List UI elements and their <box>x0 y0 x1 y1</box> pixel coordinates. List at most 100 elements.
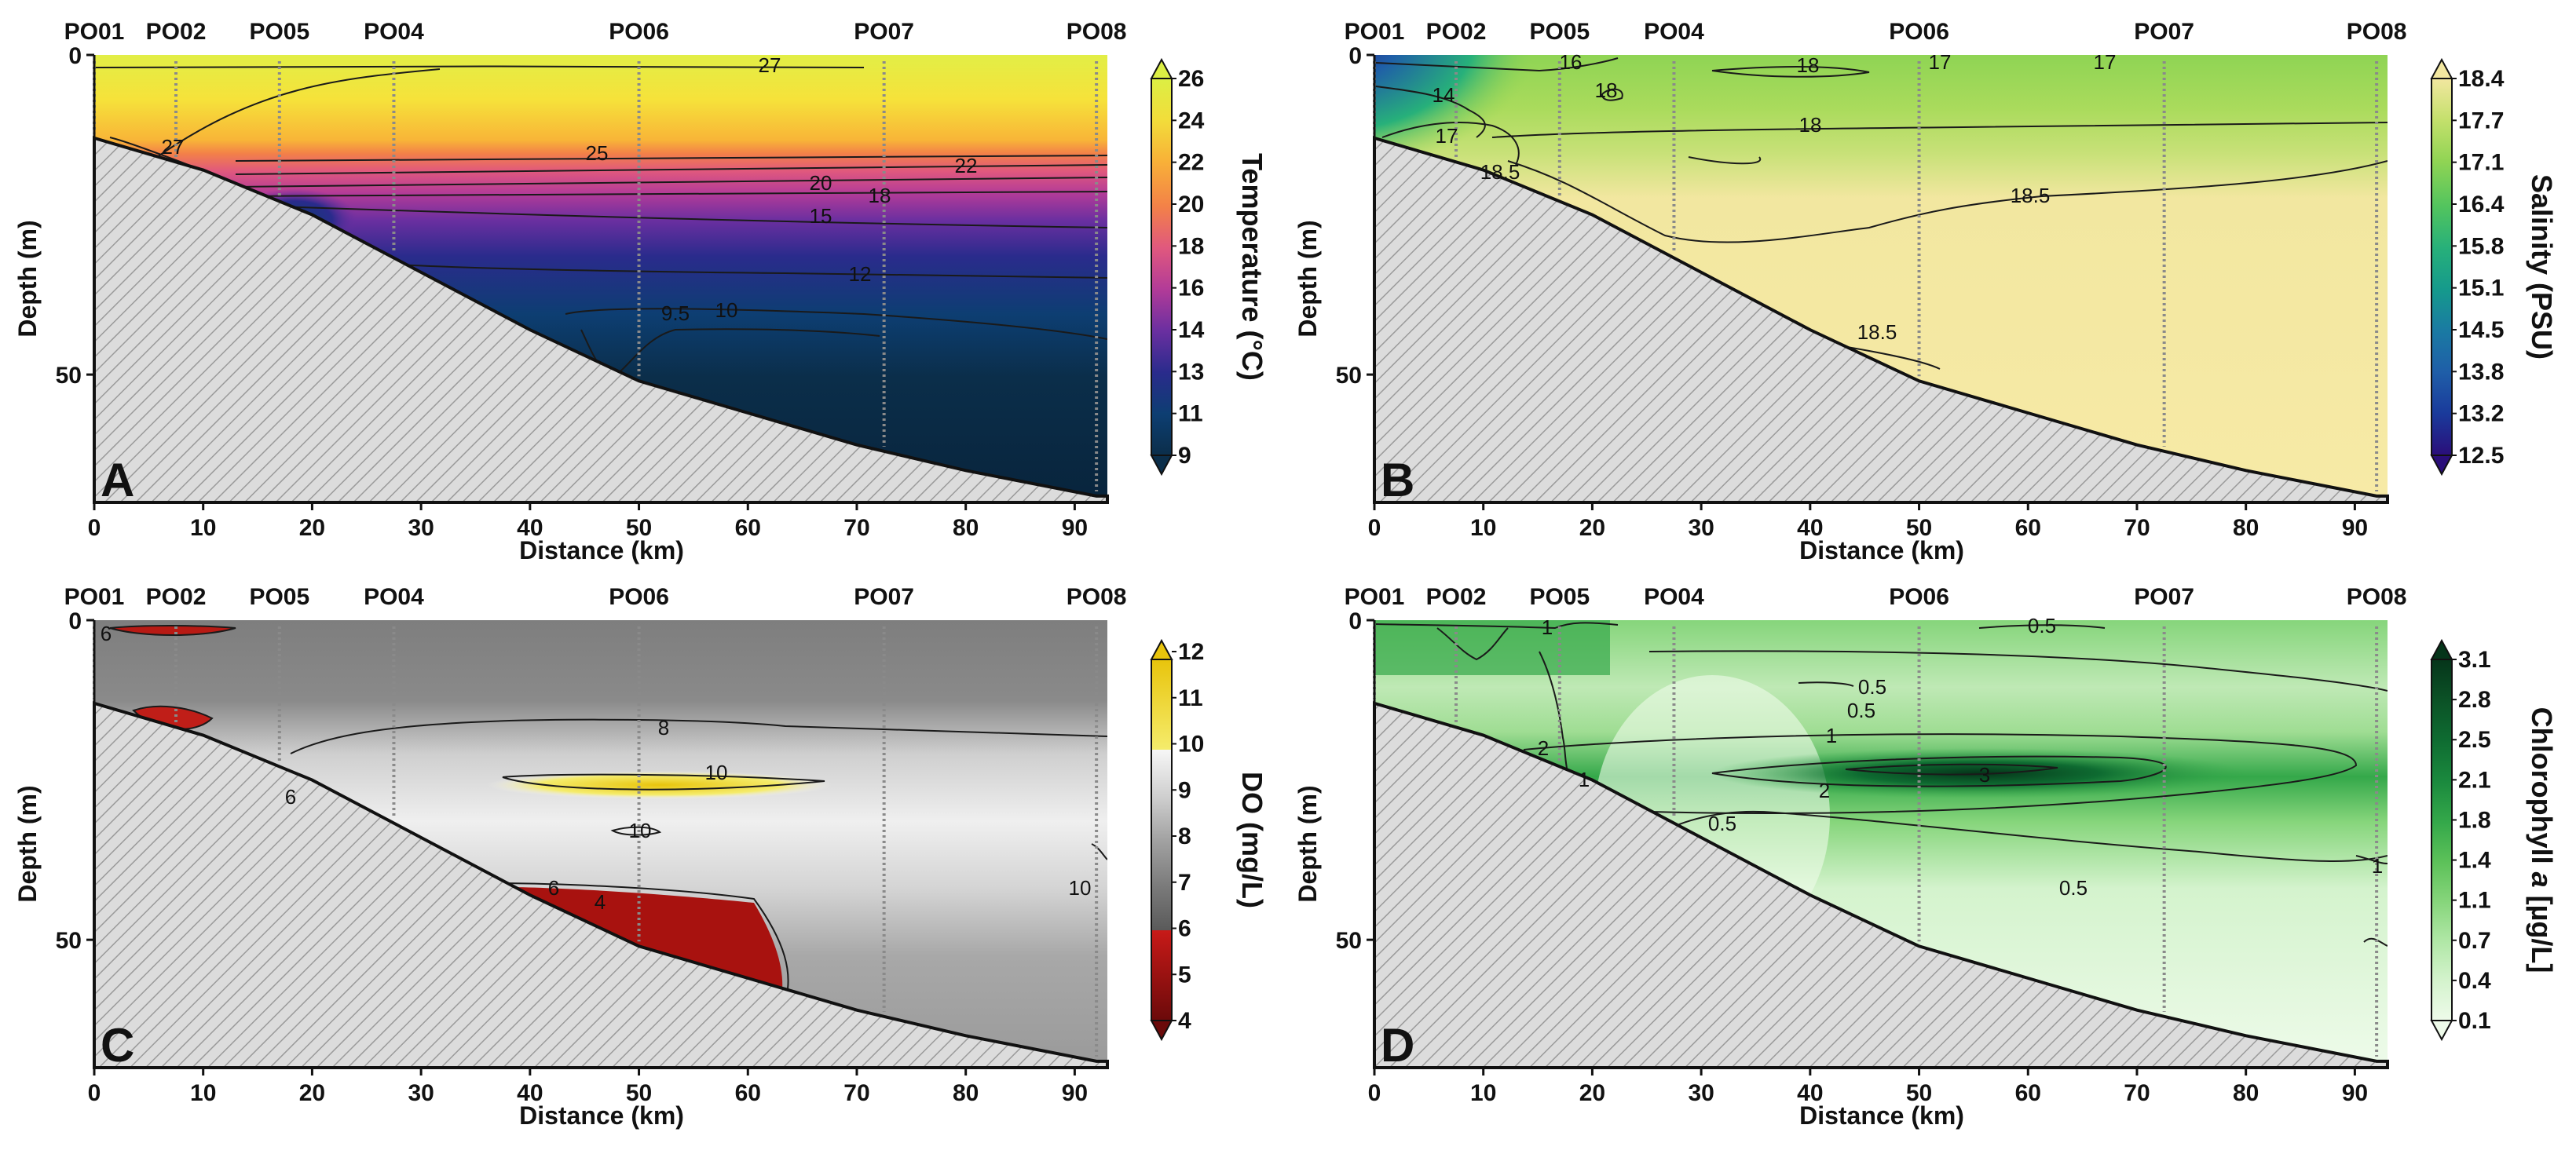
panel-letter: B <box>1381 454 1414 506</box>
contour-label: 0.5 <box>2059 876 2088 900</box>
contour-label: 0.5 <box>1858 675 1886 699</box>
x-tick-label: 70 <box>2124 1080 2150 1106</box>
chlorophyll-contour-labels: 0.5 0.5 0.5 1 2 3 2 1 0.5 0.5 1 1 <box>1538 614 2383 900</box>
colorbar-tick-label: 1.8 <box>2458 807 2491 833</box>
contour-label: 18 <box>1797 53 1820 77</box>
colorbar-tick-label: 13.8 <box>2458 359 2504 385</box>
x-axis-label: Distance (km) <box>519 1101 684 1130</box>
station-label-po04: PO04 <box>1644 19 1704 45</box>
colorbar-tick-label: 13.2 <box>2458 401 2504 427</box>
station-label-po05: PO05 <box>1529 19 1590 45</box>
y-axis-label: Depth (m) <box>1293 785 1322 902</box>
x-tick-label: 0 <box>88 1080 101 1106</box>
temperature-contour-labels: 27 27 25 22 20 18 15 12 10 9.5 <box>162 53 978 325</box>
contour-label: 6 <box>285 785 296 809</box>
colorbar-tick-label: 1.4 <box>2458 848 2491 874</box>
colorbar-tick-label: 7 <box>1178 870 1191 896</box>
x-tick-label: 50 <box>626 515 652 541</box>
colorbar-tick-label: 2.1 <box>2458 767 2491 793</box>
x-tick-label: 50 <box>1906 1080 1932 1106</box>
contour-label: 18.5 <box>2011 184 2051 207</box>
contour-label: 15 <box>810 204 832 228</box>
station-label-po08: PO08 <box>1067 584 1127 610</box>
station-label-po04: PO04 <box>364 19 424 45</box>
contour-label: 1 <box>1542 615 1553 639</box>
y-axis-label: Depth (m) <box>13 785 42 902</box>
salinity-contour-labels: 14 17 16 18 18 17 17 18 18.5 18.5 18.5 <box>1433 50 2117 344</box>
x-tick-label: 50 <box>626 1080 652 1106</box>
station-label-po05: PO05 <box>249 19 309 45</box>
x-tick-label: 20 <box>299 515 325 541</box>
y-tick-label: 0 <box>1348 43 1362 69</box>
colorbar-tick-label: 8 <box>1178 824 1191 849</box>
x-tick-label: 20 <box>299 1080 325 1106</box>
x-axis-label: Distance (km) <box>1799 536 1964 564</box>
station-label-po02: PO02 <box>146 19 207 45</box>
colorbar-tick-label: 17.7 <box>2458 108 2504 133</box>
x-tick-label: 30 <box>1688 1080 1714 1106</box>
x-tick-label: 40 <box>1797 515 1823 541</box>
axes-temperature: 0 10 20 30 40 50 60 70 80 90 0 50 <box>56 43 1107 541</box>
station-label-po02: PO02 <box>1426 584 1487 610</box>
x-tick-label: 40 <box>517 515 543 541</box>
colorbar-extend-top <box>2430 57 2453 79</box>
station-label-po02: PO02 <box>1426 19 1487 45</box>
hypoxic-patch <box>110 626 236 635</box>
colorbar-tick-label: 14.5 <box>2458 317 2504 343</box>
colorbar-tick-label: 9 <box>1178 777 1191 803</box>
panel-temperature: PO01 PO02 PO05 PO04 PO06 PO07 PO08 27 27 25 22… <box>13 19 1268 564</box>
colorbar-tick-label: 9 <box>1178 443 1191 469</box>
contour-label: 10 <box>629 819 652 842</box>
colorbar-gradient <box>1151 78 1173 456</box>
contour-label: 0.5 <box>1847 699 1875 722</box>
colorbar-extend-top <box>1150 57 1173 79</box>
contour-label: 18.5 <box>1857 320 1897 344</box>
y-axis-label: Depth (m) <box>13 220 42 337</box>
colorbar-tick-label: 5 <box>1178 962 1191 988</box>
axes-chlorophyll: 0 10 20 30 40 50 60 70 80 90 0 50 <box>1336 608 2388 1106</box>
station-label-po01: PO01 <box>1345 19 1405 45</box>
contour-label: 14 <box>1433 83 1455 107</box>
x-tick-label: 0 <box>1368 515 1381 541</box>
x-tick-label: 80 <box>953 1080 979 1106</box>
colorbar-tick-label: 15.1 <box>2458 276 2504 301</box>
contour-label: 10 <box>1069 876 1092 900</box>
salinity-contours <box>1375 57 2388 370</box>
x-tick-label: 70 <box>843 1080 869 1106</box>
contour-label: 4 <box>595 890 606 914</box>
contour-label: 17 <box>1436 124 1458 148</box>
station-label-po08: PO08 <box>2347 19 2407 45</box>
contour-label: 27 <box>162 135 185 159</box>
station-label-po01: PO01 <box>64 584 125 610</box>
contour-label: 10 <box>715 298 738 322</box>
x-axis-label: Distance (km) <box>1799 1101 1964 1130</box>
y-tick-label: 0 <box>68 608 82 634</box>
x-tick-label: 50 <box>1906 515 1932 541</box>
contour-label: 8 <box>658 716 669 740</box>
contour-label: 27 <box>759 53 781 77</box>
colorbar-tick-label: 22 <box>1178 150 1204 176</box>
colorbar-tick-label: 6 <box>1178 916 1191 942</box>
contour-label: 22 <box>955 154 978 177</box>
station-label-po08: PO08 <box>2347 584 2407 610</box>
contour-label: 0.5 <box>2028 614 2056 637</box>
contour-label: 6 <box>548 876 559 900</box>
contour-label: 2 <box>1538 736 1549 760</box>
colorbar-tick-label: 16 <box>1178 276 1204 301</box>
station-label-po08: PO08 <box>1067 19 1127 45</box>
colorbar-tick-label: 2.5 <box>2458 727 2491 753</box>
x-tick-label: 60 <box>2015 1080 2041 1106</box>
colorbar-extend-top <box>2430 638 2453 660</box>
axes-salinity: 0 10 20 30 40 50 60 70 80 90 0 50 <box>1336 43 2388 541</box>
station-label-po07: PO07 <box>2134 19 2194 45</box>
colorbar-extend-bottom <box>1150 455 1173 477</box>
colorbar-tick-label: 1.1 <box>2458 888 2491 914</box>
panel-letter: C <box>101 1019 134 1072</box>
x-tick-label: 90 <box>1062 515 1088 541</box>
contour-label: 6 <box>101 622 112 645</box>
colorbar-tick-label: 18 <box>1178 233 1204 259</box>
do-maximum <box>487 771 832 799</box>
station-label-po01: PO01 <box>64 19 125 45</box>
colorbar-label: Temperature (°C) <box>1236 153 1268 381</box>
colorbar-label-italic: a <box>2526 872 2558 888</box>
